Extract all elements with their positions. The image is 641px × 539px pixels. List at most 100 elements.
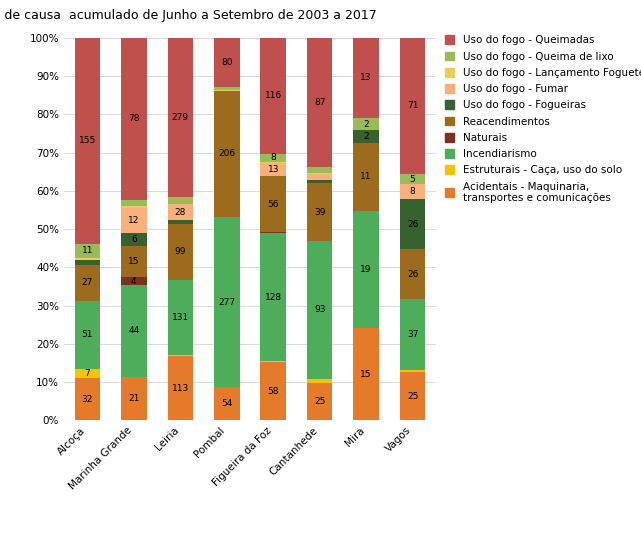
Text: 8: 8: [271, 154, 276, 162]
Bar: [214, 217, 240, 387]
Bar: [74, 301, 100, 369]
Bar: [214, 90, 240, 91]
Bar: [121, 233, 147, 246]
Bar: [214, 38, 240, 87]
Bar: [400, 370, 426, 372]
Bar: [167, 38, 193, 197]
Text: 116: 116: [265, 91, 282, 100]
Text: 6: 6: [131, 235, 137, 244]
Bar: [260, 163, 286, 176]
Bar: [167, 224, 193, 280]
Bar: [307, 174, 333, 180]
Text: 4: 4: [131, 277, 137, 286]
Text: 15: 15: [360, 370, 372, 378]
Bar: [74, 260, 100, 265]
Bar: [121, 200, 147, 206]
Text: 39: 39: [314, 208, 326, 217]
Bar: [214, 387, 240, 420]
Bar: [121, 206, 147, 208]
Bar: [307, 241, 333, 379]
Text: 93: 93: [314, 306, 326, 314]
Text: 19: 19: [360, 265, 372, 274]
Bar: [353, 118, 379, 130]
Bar: [400, 299, 426, 370]
Bar: [260, 232, 286, 233]
Bar: [260, 162, 286, 163]
Bar: [167, 356, 193, 420]
Bar: [353, 328, 379, 420]
Text: 37: 37: [407, 330, 419, 340]
Text: 80: 80: [221, 58, 233, 67]
Text: 12: 12: [128, 216, 140, 225]
Text: 2: 2: [363, 132, 369, 141]
Text: 51: 51: [81, 330, 93, 339]
Bar: [353, 143, 379, 211]
Bar: [121, 246, 147, 277]
Bar: [74, 378, 100, 420]
Bar: [121, 208, 147, 233]
Bar: [167, 197, 193, 204]
Text: 71: 71: [407, 101, 419, 110]
Bar: [74, 369, 100, 378]
Bar: [214, 91, 240, 217]
Bar: [260, 362, 286, 420]
Text: 32: 32: [81, 395, 93, 404]
Bar: [400, 174, 426, 184]
Bar: [121, 285, 147, 377]
Text: 131: 131: [172, 313, 189, 322]
Bar: [260, 233, 286, 361]
Text: 25: 25: [314, 397, 326, 406]
Bar: [400, 184, 426, 199]
Bar: [353, 130, 379, 143]
Bar: [260, 361, 286, 362]
Text: 113: 113: [172, 384, 189, 392]
Text: 28: 28: [174, 208, 186, 217]
Bar: [167, 355, 193, 356]
Text: 27: 27: [81, 278, 93, 287]
Bar: [121, 38, 147, 200]
Bar: [307, 379, 333, 383]
Bar: [121, 377, 147, 420]
Text: 26: 26: [407, 220, 419, 229]
Text: 99: 99: [174, 247, 186, 257]
Bar: [307, 38, 333, 167]
Text: 13: 13: [360, 73, 372, 82]
Title: Tipo de causa  acumulado de Junho a Setembro de 2003 a 2017: Tipo de causa acumulado de Junho a Setem…: [0, 9, 377, 22]
Bar: [260, 176, 286, 232]
Text: 155: 155: [79, 136, 96, 145]
Text: 206: 206: [218, 149, 235, 158]
Bar: [74, 258, 100, 260]
Text: 11: 11: [360, 172, 372, 181]
Bar: [400, 372, 426, 420]
Text: 44: 44: [128, 327, 140, 335]
Bar: [74, 265, 100, 301]
Text: 277: 277: [218, 298, 235, 307]
Text: 56: 56: [267, 199, 279, 209]
Bar: [121, 277, 147, 285]
Bar: [307, 167, 333, 172]
Text: 2: 2: [363, 120, 369, 129]
Text: 15: 15: [128, 257, 140, 266]
Text: 13: 13: [267, 165, 279, 174]
Bar: [74, 38, 100, 244]
Text: 8: 8: [410, 187, 415, 196]
Legend: Uso do fogo - Queimadas, Uso do fogo - Queima de lixo, Uso do fogo - Lançamento : Uso do fogo - Queimadas, Uso do fogo - Q…: [445, 35, 641, 203]
Bar: [400, 199, 426, 249]
Bar: [400, 38, 426, 174]
Bar: [307, 180, 333, 183]
Text: 128: 128: [265, 293, 282, 302]
Text: 58: 58: [267, 387, 279, 396]
Bar: [74, 244, 100, 258]
Text: 26: 26: [407, 270, 419, 279]
Text: 7: 7: [85, 369, 90, 378]
Bar: [307, 383, 333, 420]
Text: 87: 87: [314, 98, 326, 107]
Text: 25: 25: [407, 392, 419, 401]
Text: 11: 11: [81, 246, 93, 255]
Bar: [260, 154, 286, 162]
Bar: [353, 38, 379, 118]
Bar: [353, 211, 379, 328]
Bar: [307, 183, 333, 241]
Text: 279: 279: [172, 113, 189, 122]
Bar: [307, 172, 333, 174]
